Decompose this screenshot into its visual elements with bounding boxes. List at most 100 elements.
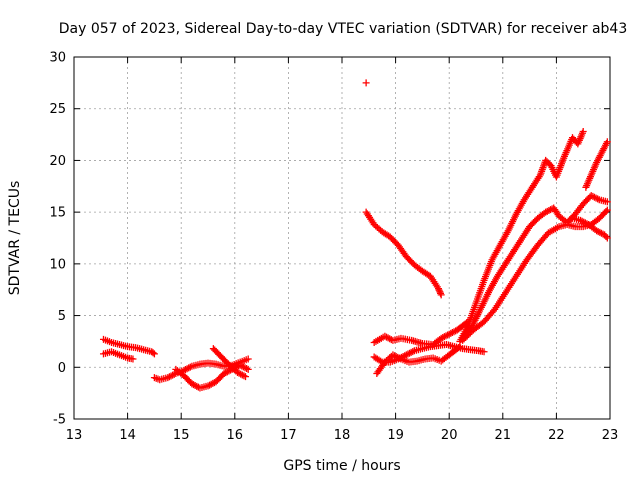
data-point — [442, 332, 450, 340]
y-tick-label: 5 — [58, 309, 66, 324]
x-tick-label: 22 — [548, 428, 565, 443]
x-tick-label: 18 — [334, 428, 351, 443]
series-track-l — [461, 192, 611, 340]
data-point — [434, 285, 442, 293]
data-point — [167, 372, 175, 380]
x-tick-label: 20 — [441, 428, 458, 443]
data-point — [183, 365, 191, 373]
data-point — [437, 291, 445, 299]
data-point — [220, 369, 228, 377]
data-point — [206, 381, 214, 389]
data-point — [603, 206, 611, 214]
data-point — [164, 374, 172, 382]
y-axis-label: SDTVAR / TECUs — [7, 181, 23, 296]
grid — [74, 57, 610, 419]
data-point — [185, 364, 193, 372]
series-track-k — [456, 127, 587, 345]
data-series — [99, 79, 611, 392]
data-point — [402, 351, 410, 359]
data-point — [149, 349, 157, 357]
series-track-j — [370, 318, 472, 349]
y-tick-label: 25 — [49, 102, 66, 117]
x-tick-label: 16 — [227, 428, 244, 443]
data-point — [440, 333, 448, 341]
data-point — [170, 370, 178, 378]
data-point — [480, 348, 488, 356]
data-point — [589, 192, 597, 200]
data-point — [603, 138, 611, 146]
data-point — [592, 194, 600, 202]
series-track-a — [99, 335, 158, 358]
data-point — [236, 361, 244, 369]
data-point — [243, 365, 251, 373]
data-point — [435, 286, 443, 294]
data-point — [436, 288, 444, 296]
data-point — [240, 372, 248, 380]
data-point — [233, 368, 241, 376]
data-point — [181, 366, 189, 374]
data-point — [450, 328, 458, 336]
data-point — [235, 369, 243, 377]
data-point — [437, 334, 445, 342]
data-point — [587, 192, 595, 200]
series-track-b — [99, 348, 137, 363]
data-point — [244, 365, 252, 373]
data-point — [207, 380, 215, 388]
series-track-f — [362, 79, 370, 87]
data-point — [445, 330, 453, 338]
data-point — [152, 374, 160, 382]
data-point — [386, 335, 394, 343]
data-point — [129, 355, 137, 363]
data-point — [602, 232, 610, 240]
data-point — [542, 208, 550, 216]
y-tick-label: 0 — [58, 361, 66, 376]
data-point — [436, 289, 444, 297]
data-point — [392, 353, 400, 361]
x-tick-label: 14 — [119, 428, 136, 443]
x-tick-label: 21 — [495, 428, 512, 443]
data-point — [409, 348, 417, 356]
axis-ticks: 13 14 15 16 17 18 19 20 21 22 23 -5 0 5 10 15 20 25 30 — [49, 51, 618, 444]
data-point — [238, 371, 246, 379]
data-point — [222, 369, 230, 377]
data-point — [594, 228, 602, 236]
y-tick-label: 15 — [49, 206, 66, 221]
data-point — [448, 329, 456, 337]
data-point — [444, 331, 452, 339]
data-point — [590, 193, 598, 201]
data-point — [455, 344, 463, 352]
data-point — [186, 363, 194, 371]
data-point — [362, 79, 370, 87]
data-point — [404, 350, 412, 358]
data-point — [545, 206, 553, 214]
series-track-m — [459, 206, 611, 344]
data-point — [150, 350, 158, 358]
y-tick-label: 10 — [49, 257, 66, 272]
data-point — [382, 333, 390, 341]
x-tick-label: 19 — [387, 428, 404, 443]
data-point — [209, 379, 217, 387]
y-tick-label: -5 — [53, 413, 66, 428]
data-point — [439, 333, 447, 341]
x-axis-label: GPS time / hours — [283, 458, 400, 474]
data-point — [241, 364, 249, 372]
data-point — [384, 334, 392, 342]
data-point — [406, 349, 414, 357]
data-point — [603, 198, 611, 206]
data-point — [223, 368, 231, 376]
data-point — [244, 355, 252, 363]
data-point — [447, 329, 455, 337]
x-tick-label: 17 — [280, 428, 297, 443]
series-track-e — [209, 345, 250, 381]
data-point — [579, 127, 587, 135]
series-track-i — [373, 343, 464, 377]
data-point — [239, 363, 247, 371]
data-point — [580, 218, 588, 226]
x-tick-label: 23 — [602, 428, 619, 443]
series-track-d — [172, 361, 252, 392]
data-point — [581, 219, 589, 227]
data-point — [165, 373, 173, 381]
data-point — [193, 382, 201, 390]
data-point — [237, 370, 245, 378]
